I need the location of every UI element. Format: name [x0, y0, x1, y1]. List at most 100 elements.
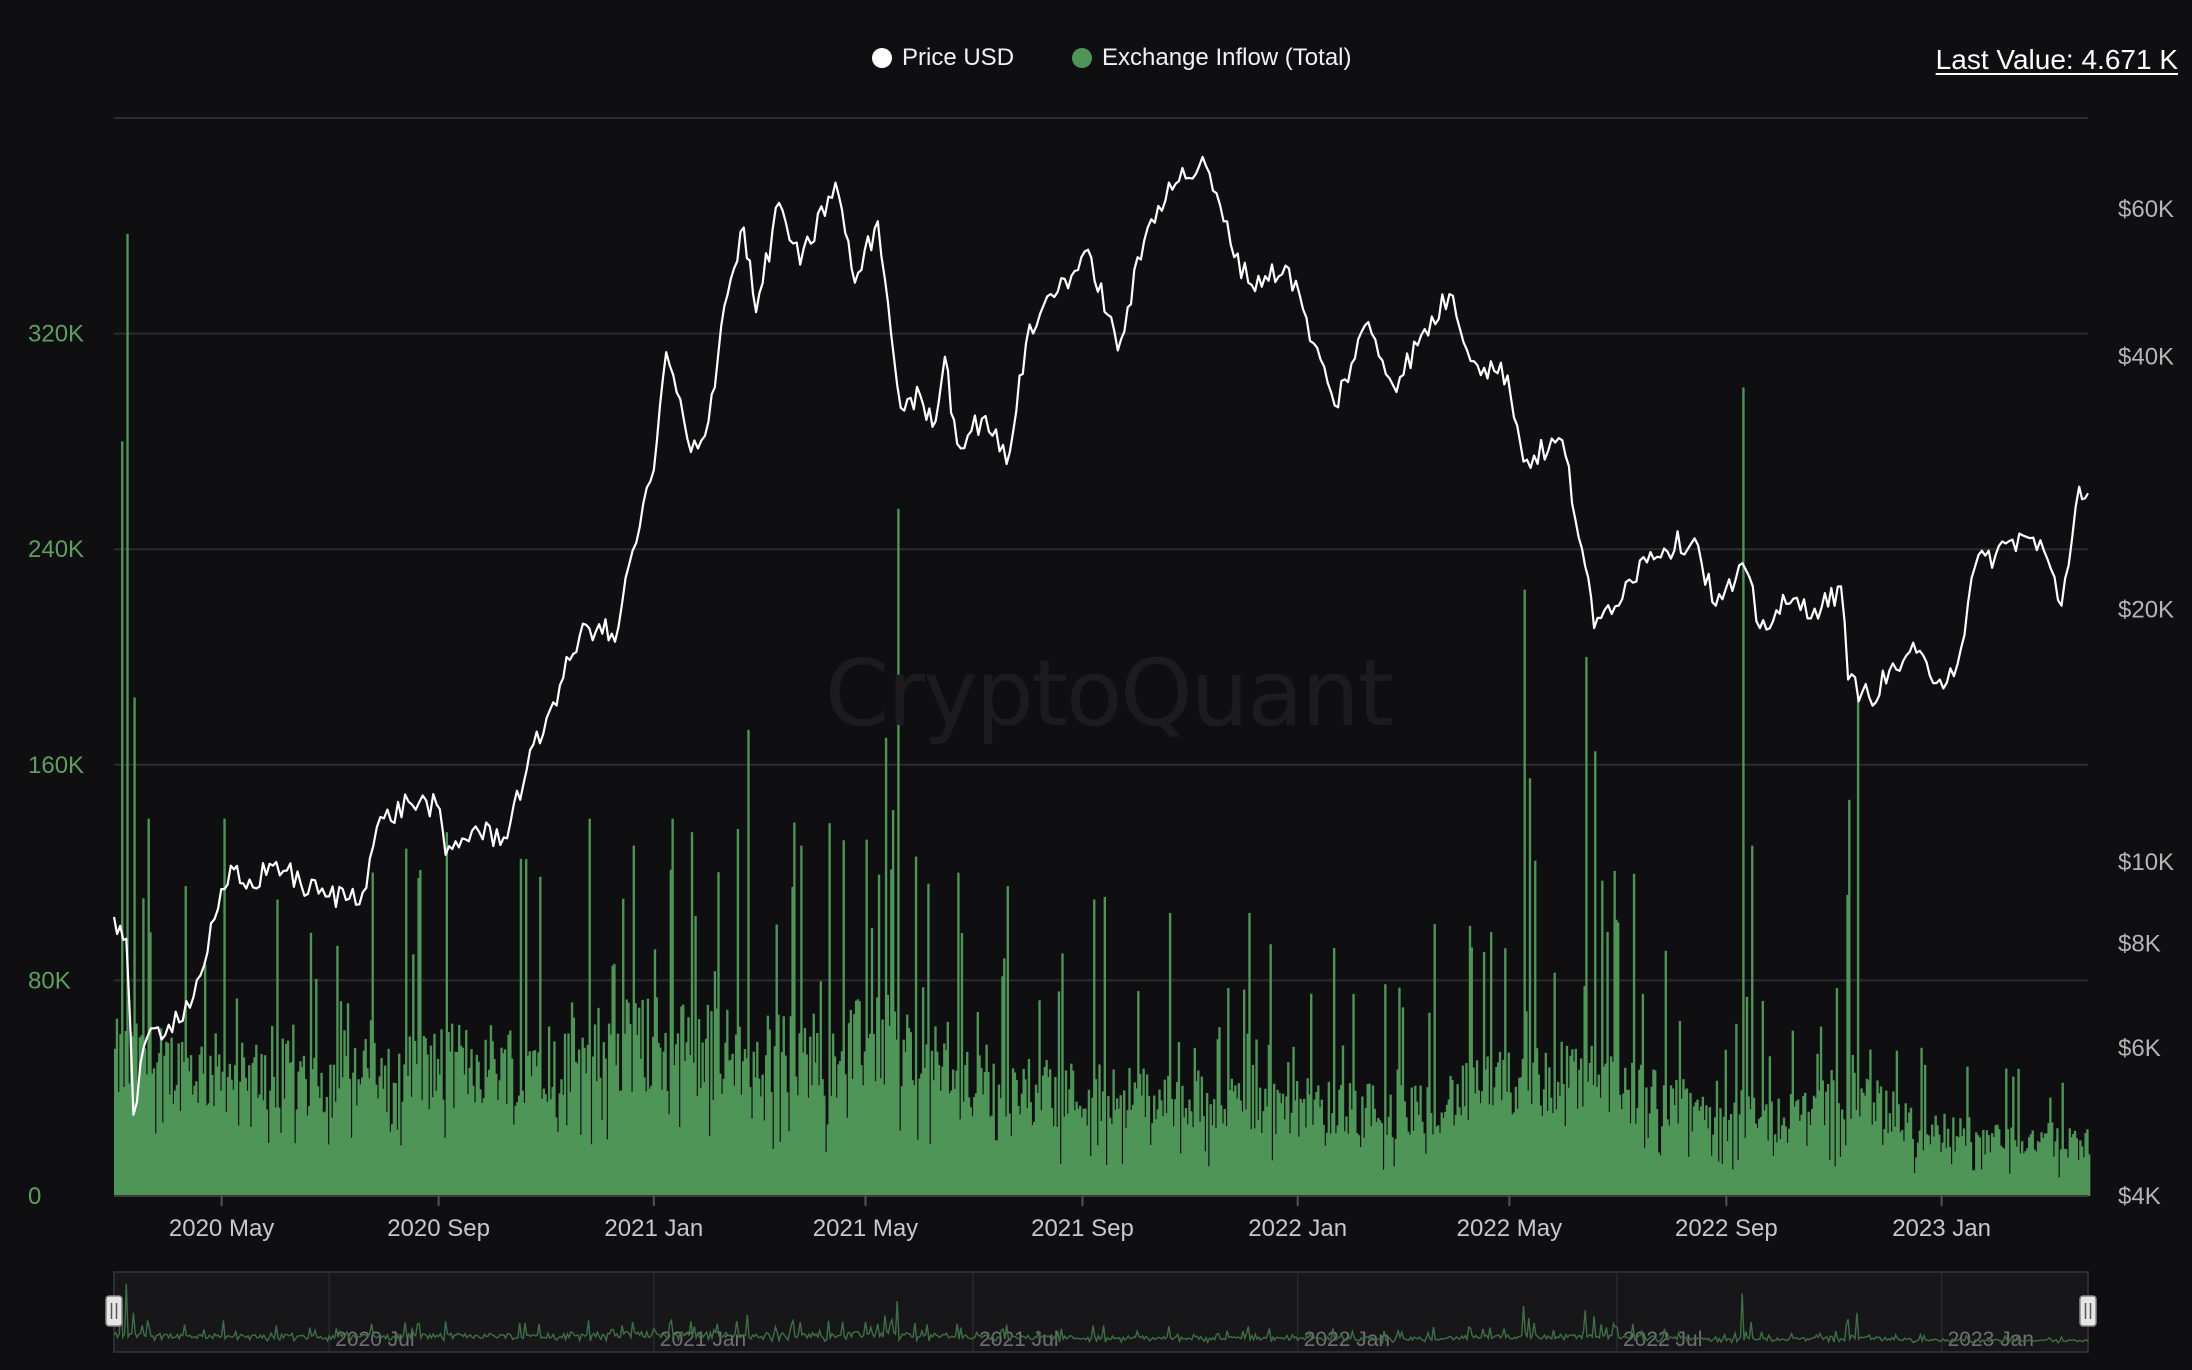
inflow-bar: [1687, 1156, 1690, 1196]
inflow-bar: [1542, 1089, 1546, 1196]
inflow-bar: [1308, 1094, 1311, 1196]
inflow-bar: [186, 1057, 189, 1196]
inflow-bar: [872, 1034, 875, 1196]
inflow-bar: [1186, 1124, 1189, 1196]
inflow-bar: [1354, 1090, 1357, 1196]
inflow-bar: [1257, 1119, 1260, 1196]
inflow-bar: [1204, 1151, 1207, 1196]
inflow-bar: [759, 1096, 763, 1196]
inflow-bar: [1265, 1106, 1269, 1196]
navigator-handle-right[interactable]: [2079, 1295, 2097, 1327]
inflow-bar: [191, 1094, 194, 1196]
inflow-bar: [1514, 1086, 1518, 1196]
last-value-link[interactable]: Last Value: 4.671 K: [1935, 44, 2178, 75]
inflow-bar: [297, 1071, 300, 1196]
inflow-bar: [1888, 1113, 1892, 1196]
inflow-bar: [1220, 1105, 1223, 1196]
inflow-bar: [251, 1063, 254, 1196]
legend-item-price[interactable]: Price USD: [872, 44, 1014, 72]
inflow-bar: [459, 1045, 463, 1196]
inflow-bar: [1528, 778, 1532, 1196]
inflow-bar: [1495, 1067, 1498, 1196]
inflow-bar: [583, 1047, 586, 1196]
inflow-bar: [1459, 1115, 1463, 1196]
inflow-bar: [440, 1029, 443, 1196]
inflow-bar: [2050, 1122, 2054, 1196]
inflow-bar: [1758, 1118, 1761, 1196]
inflow-bar: [1486, 1056, 1489, 1196]
inflow-bar: [1661, 1126, 1664, 1196]
inflow-bar: [676, 1033, 680, 1196]
inflow-bar: [135, 1023, 138, 1196]
inflow-bar: [1618, 1094, 1622, 1196]
inflow-bar: [1239, 1100, 1242, 1196]
inflow-bar: [687, 1017, 690, 1196]
inflow-bar: [1140, 1095, 1144, 1196]
navigator[interactable]: 2020 Jul 2021 Jan 2021 Jul 2022 Jan 2022 Jul…: [105, 1271, 2097, 1353]
inflow-bar: [1971, 1170, 1974, 1196]
inflow-bar: [159, 1028, 163, 1196]
inflow-bar: [1608, 1112, 1611, 1196]
inflow-bar: [151, 1073, 154, 1196]
inflow-bar: [173, 1090, 177, 1196]
inflow-bar: [1576, 1108, 1579, 1196]
inflow-bar: [156, 1062, 159, 1196]
inflow-bar: [1214, 1127, 1218, 1196]
inflow-bar: [1721, 1163, 1724, 1196]
inflow-bar: [1227, 988, 1230, 1196]
inflow-bar: [263, 1055, 267, 1196]
legend-item-inflow[interactable]: Exchange Inflow (Total): [1072, 44, 1352, 72]
inflow-bar: [904, 1051, 907, 1196]
inflow-bar: [375, 1084, 378, 1196]
inflow-bar: [1334, 1133, 1338, 1196]
inflow-bar: [170, 1037, 173, 1196]
inflow-bar: [269, 1090, 272, 1196]
inflow-bar: [1652, 1069, 1655, 1196]
inflow-bar: [1454, 1114, 1458, 1196]
inflow-bar: [1115, 1098, 1119, 1196]
inflow-bar: [382, 1088, 385, 1196]
inflow-bar: [1523, 589, 1526, 1197]
inflow-bar: [600, 1120, 604, 1196]
inflow-bar: [787, 1131, 791, 1196]
inflow-bar: [1452, 1125, 1456, 1196]
inflow-bar: [1489, 932, 1493, 1196]
inflow-bar: [1177, 1042, 1181, 1196]
inflow-bar: [969, 1107, 972, 1196]
inflow-bar: [1726, 1141, 1729, 1196]
inflow-bar: [936, 1051, 939, 1196]
inflow-bar: [630, 1091, 634, 1196]
inflow-bar: [1959, 1118, 1962, 1196]
inflow-bar: [1135, 1088, 1138, 1196]
inflow-bar: [1825, 1091, 1828, 1196]
inflow-bar: [535, 1066, 538, 1196]
inflow-bar: [1664, 950, 1667, 1196]
inflow-bar: [916, 1139, 920, 1196]
inflow-bar: [1244, 1109, 1248, 1196]
inflow-bar: [445, 832, 449, 1196]
inflow-bar: [1131, 1104, 1135, 1196]
inflow-bar: [325, 1096, 329, 1196]
inflow-bar: [1539, 1105, 1542, 1196]
navigator-handle-left[interactable]: [105, 1295, 123, 1327]
inflow-bar: [1488, 1104, 1491, 1196]
inflow-bar: [648, 1088, 651, 1196]
inflow-bar: [985, 1044, 988, 1196]
inflow-bar: [1415, 1101, 1419, 1196]
inflow-bar: [1158, 1089, 1161, 1196]
inflow-bar: [891, 810, 895, 1196]
inflow-bar: [2036, 1141, 2040, 1196]
inflow-bar: [1775, 1142, 1779, 1196]
inflow-bar: [958, 1119, 962, 1196]
inflow-bar: [1117, 1108, 1121, 1196]
inflow-bar: [1147, 1096, 1151, 1196]
inflow-bar: [304, 1079, 307, 1196]
inflow-bar: [1311, 1124, 1315, 1196]
inflow-bar: [1565, 1045, 1569, 1196]
inflow-bar: [1696, 1099, 1699, 1196]
inflow-bar: [1818, 1090, 1821, 1196]
inflow-bar: [1234, 1085, 1237, 1196]
inflow-bar: [1699, 1106, 1703, 1196]
inflow-bar: [637, 1007, 641, 1196]
